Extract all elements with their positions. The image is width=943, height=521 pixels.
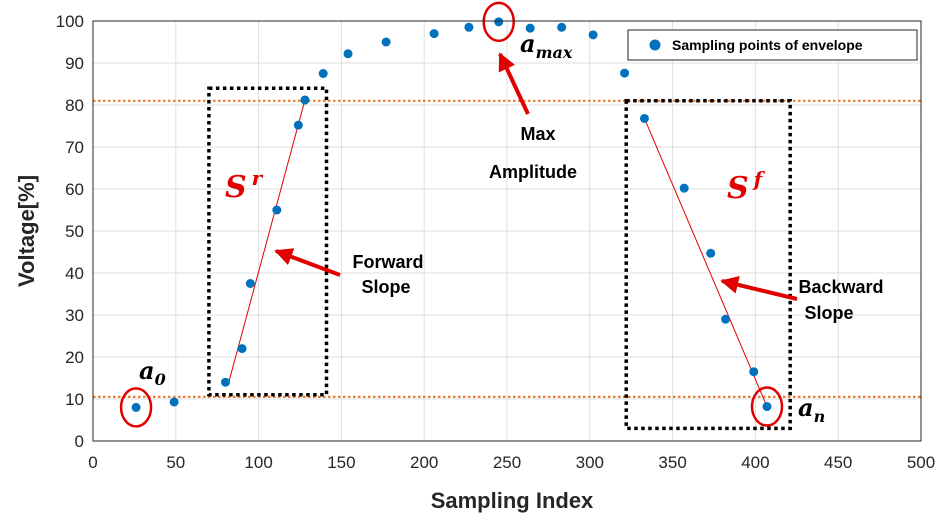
slope-fit-line (643, 118, 768, 407)
an-label: an (798, 393, 825, 426)
y-tick-label: 20 (65, 348, 84, 367)
region-boxes (207, 86, 792, 431)
data-point (343, 49, 353, 59)
data-point (762, 402, 772, 412)
x-tick-label: 150 (327, 453, 355, 472)
data-point (557, 22, 567, 32)
y-tick-label: 0 (75, 432, 84, 451)
data-point (639, 113, 649, 123)
x-tick-label: 50 (166, 453, 185, 472)
a0-label: a0 (139, 356, 166, 389)
amax-label: amax (520, 29, 573, 62)
an-base: a (798, 393, 814, 422)
x-tick-label: 0 (88, 453, 97, 472)
dotted-region-box (624, 99, 792, 431)
data-point (293, 120, 303, 130)
highlight-circle (119, 387, 153, 428)
x-tick-label: 450 (824, 453, 852, 472)
x-tick-label: 500 (907, 453, 935, 472)
dotted-region-box (207, 86, 329, 397)
legend-box (627, 29, 918, 61)
sf-sup: f (752, 167, 766, 191)
data-point (169, 397, 179, 407)
max-amplitude-line1: Max (520, 124, 555, 144)
y-tick-label: 60 (65, 180, 84, 199)
data-point (749, 367, 759, 377)
highlight-circle (750, 386, 784, 427)
data-point (245, 279, 255, 288)
sf-base: S (727, 171, 749, 206)
data-point (318, 69, 328, 78)
x-tick-label: 300 (576, 453, 604, 472)
data-point (429, 29, 439, 39)
sr-base: S (225, 170, 247, 205)
legend-label: Sampling points of envelope (672, 37, 863, 53)
data-point (525, 23, 535, 33)
data-point (679, 183, 689, 193)
data-point (464, 22, 474, 32)
grid (93, 21, 921, 441)
highlight-circle (482, 1, 515, 43)
sr-sup: r (252, 166, 264, 190)
x-tick-label: 350 (658, 453, 686, 472)
max-amplitude-arrow (498, 52, 530, 115)
forward-slope-line2: Slope (361, 277, 410, 297)
amax-sub: max (536, 43, 573, 62)
data-point (620, 68, 630, 78)
an-sub: n (814, 407, 826, 426)
data-points (131, 17, 772, 412)
a0-sub: 0 (155, 370, 166, 389)
data-point (588, 30, 598, 40)
slope-lines (228, 99, 768, 407)
tick-labels: 0 50 100 150 200 250 300 350 400 450 5000102030405… (56, 12, 936, 472)
slope-fit-line (228, 99, 306, 383)
y-tick-label: 50 (65, 222, 84, 241)
y-tick-label: 70 (65, 138, 84, 157)
data-point (237, 344, 247, 354)
data-point (706, 248, 716, 258)
x-tick-label: 200 (410, 453, 438, 472)
y-axis-label: Voltage[%] (14, 175, 39, 287)
forward-slope-arrow (274, 248, 341, 277)
legend-marker (649, 39, 661, 51)
x-tick-label: 100 (244, 453, 272, 472)
y-tick-label: 100 (56, 12, 84, 31)
backward-slope-line2: Slope (804, 303, 853, 323)
x-tick-label: 250 (493, 453, 521, 472)
a0-base: a (139, 356, 155, 385)
data-point (131, 402, 141, 412)
backward-slope-arrow (720, 276, 798, 301)
data-point (220, 377, 230, 387)
y-tick-label: 90 (65, 54, 84, 73)
data-point (494, 17, 504, 27)
plot-frame (92, 20, 922, 442)
data-point (721, 314, 731, 324)
data-point (300, 95, 310, 105)
y-tick-label: 30 (65, 306, 84, 325)
legend: Sampling points of envelope (627, 29, 918, 61)
y-tick-label: 40 (65, 264, 84, 283)
amax-base: a (520, 29, 536, 58)
forward-slope-line1: Forward (352, 252, 423, 272)
backward-slope-line1: Backward (798, 277, 883, 297)
max-amplitude-line2: Amplitude (489, 162, 577, 182)
highlight-circles (119, 1, 784, 428)
x-axis-label: Sampling Index (431, 488, 594, 513)
data-point (272, 205, 282, 215)
y-tick-label: 80 (65, 96, 84, 115)
x-tick-label: 400 (741, 453, 769, 472)
y-tick-label: 10 (65, 390, 84, 409)
data-point (381, 37, 391, 47)
